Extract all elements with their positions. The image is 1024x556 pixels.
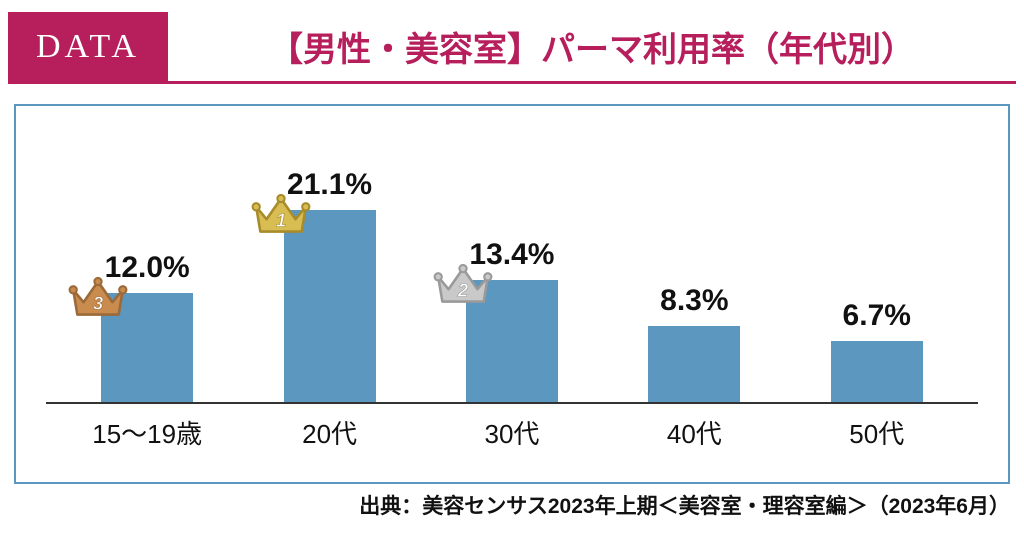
bar-value-label: 8.3% [660,284,728,318]
bar [831,341,923,402]
crown-rank-3-icon: 3 [67,271,129,321]
bar-group: 13.4% 2 [430,116,594,402]
chart-area: 12.0% 3 21.1% 1 13.4% 2 8.3% 6.7% [46,116,978,404]
category-label: 50代 [795,414,959,451]
svg-text:2: 2 [457,279,469,300]
header-row: DATA 【男性・美容室】パーマ利用率（年代別） [8,12,1016,84]
bar-group: 12.0% 3 [65,116,229,402]
bar-group: 21.1% 1 [248,116,412,402]
bar [284,210,376,402]
category-labels: 15～19歳 20代 30代 40代 50代 [46,404,978,451]
bar-group: 8.3% [612,116,776,402]
chart-container: 12.0% 3 21.1% 1 13.4% 2 8.3% 6.7% 15～19歳 2… [14,104,1010,484]
svg-text:3: 3 [93,292,104,313]
crown-rank-2-icon: 2 [432,258,494,308]
category-label: 40代 [612,414,776,451]
bar [648,326,740,402]
crown-rank-1-icon: 1 [250,188,312,238]
source-text: 出典：美容センサス2023年上期＜美容室・理容室編＞（2023年6月） [0,490,1010,520]
category-label: 20代 [248,414,412,451]
category-label: 30代 [430,414,594,451]
chart-title: 【男性・美容室】パーマ利用率（年代別） [168,12,1016,81]
category-label: 15～19歳 [65,414,229,451]
bar-group: 6.7% [795,116,959,402]
svg-text:1: 1 [275,209,285,230]
data-badge: DATA [8,12,168,81]
bar-value-label: 6.7% [843,299,911,333]
